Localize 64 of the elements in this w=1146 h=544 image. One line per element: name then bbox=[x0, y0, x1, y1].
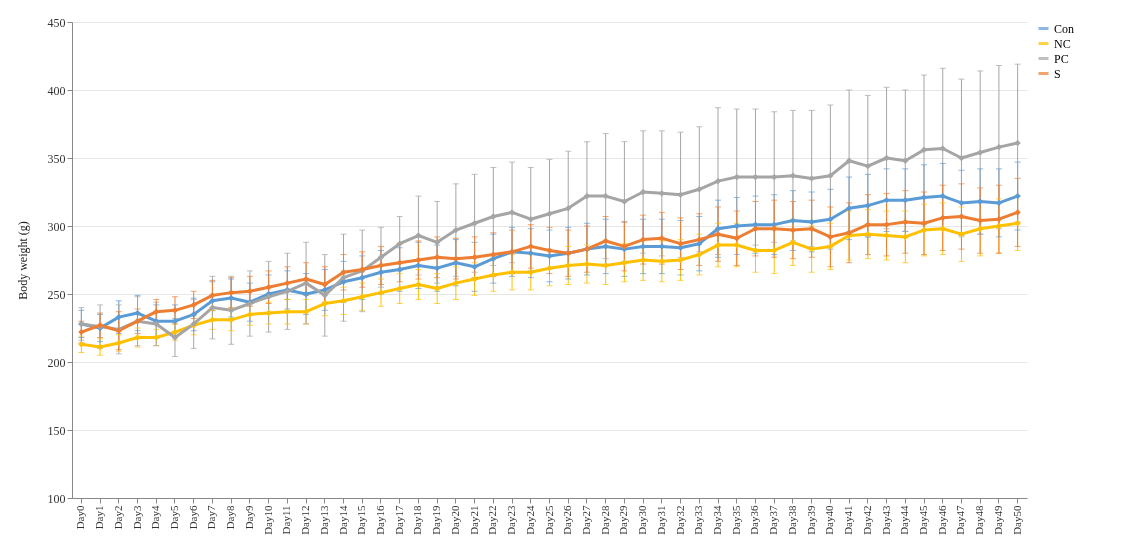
legend-label: S bbox=[1054, 66, 1061, 81]
legend-label: PC bbox=[1054, 51, 1069, 66]
x-tick-label: Day42 bbox=[860, 505, 873, 535]
x-tick-label: Day13 bbox=[317, 505, 330, 535]
x-tick-label: Day40 bbox=[823, 505, 836, 535]
x-tick-label: Day20 bbox=[448, 505, 461, 535]
y-tick-label: 450 bbox=[47, 15, 66, 30]
y-tick-label: 400 bbox=[47, 83, 66, 98]
x-tick-label: Day27 bbox=[579, 505, 592, 535]
x-tick-label: Day24 bbox=[523, 505, 536, 535]
y-tick-label: 350 bbox=[47, 151, 66, 166]
y-tick-label: 100 bbox=[47, 491, 66, 506]
x-tick-label: Day6 bbox=[186, 505, 199, 530]
x-tick-label: Day17 bbox=[392, 505, 405, 535]
x-tick-label: Day4 bbox=[149, 505, 162, 530]
x-tick-label: Day35 bbox=[729, 505, 742, 535]
x-tick-label: Day8 bbox=[224, 505, 237, 530]
x-tick-label: Day39 bbox=[804, 505, 817, 535]
x-tick-label: Day11 bbox=[280, 505, 293, 535]
x-tick-label: Day2 bbox=[111, 505, 124, 530]
x-tick-label: Day19 bbox=[430, 505, 443, 535]
x-tick-label: Day1 bbox=[93, 505, 106, 530]
x-tick-label: Day22 bbox=[486, 505, 499, 535]
legend-label: Con bbox=[1054, 21, 1075, 36]
x-tick-label: Day32 bbox=[673, 505, 686, 535]
x-tick-label: Day29 bbox=[617, 505, 630, 535]
x-tick-label: Day47 bbox=[954, 505, 967, 535]
x-tick-label: Day48 bbox=[973, 505, 986, 535]
x-tick-label: Day23 bbox=[505, 505, 518, 535]
x-tick-label: Day49 bbox=[991, 505, 1004, 535]
x-tick-label: Day36 bbox=[748, 505, 761, 535]
y-tick-label: 300 bbox=[47, 219, 66, 234]
x-tick-label: Day16 bbox=[373, 505, 386, 535]
x-tick-label: Day41 bbox=[842, 505, 855, 535]
x-tick-label: Day45 bbox=[917, 505, 930, 535]
x-tick-label: Day5 bbox=[167, 505, 180, 530]
y-tick-label: 250 bbox=[47, 287, 66, 302]
y-tick-label: 150 bbox=[47, 423, 66, 438]
x-tick-label: Day26 bbox=[561, 505, 574, 535]
x-tick-label: Day0 bbox=[74, 505, 87, 530]
x-tick-label: Day7 bbox=[205, 505, 218, 530]
x-tick-label: Day14 bbox=[336, 505, 349, 535]
x-tick-label: Day46 bbox=[935, 505, 948, 535]
x-tick-label: Day44 bbox=[898, 505, 911, 535]
x-tick-label: Day12 bbox=[299, 505, 312, 535]
x-tick-label: Day37 bbox=[767, 505, 780, 535]
y-axis-title: Body weight (g) bbox=[15, 221, 30, 300]
x-tick-label: Day31 bbox=[654, 505, 667, 535]
x-tick-label: Day10 bbox=[261, 505, 274, 535]
x-tick-label: Day28 bbox=[598, 505, 611, 535]
x-tick-label: Day18 bbox=[411, 505, 424, 535]
x-tick-label: Day43 bbox=[879, 505, 892, 535]
x-tick-label: Day33 bbox=[692, 505, 705, 535]
x-tick-label: Day9 bbox=[242, 505, 255, 530]
legend-label: NC bbox=[1054, 36, 1071, 51]
x-tick-label: Day34 bbox=[711, 505, 724, 535]
x-tick-label: Day21 bbox=[467, 505, 480, 535]
x-tick-label: Day3 bbox=[130, 505, 143, 530]
x-tick-label: Day38 bbox=[785, 505, 798, 535]
x-tick-label: Day50 bbox=[1010, 505, 1023, 535]
x-tick-label: Day25 bbox=[542, 505, 555, 535]
x-tick-label: Day30 bbox=[636, 505, 649, 535]
y-tick-label: 200 bbox=[47, 355, 66, 370]
x-tick-label: Day15 bbox=[355, 505, 368, 535]
